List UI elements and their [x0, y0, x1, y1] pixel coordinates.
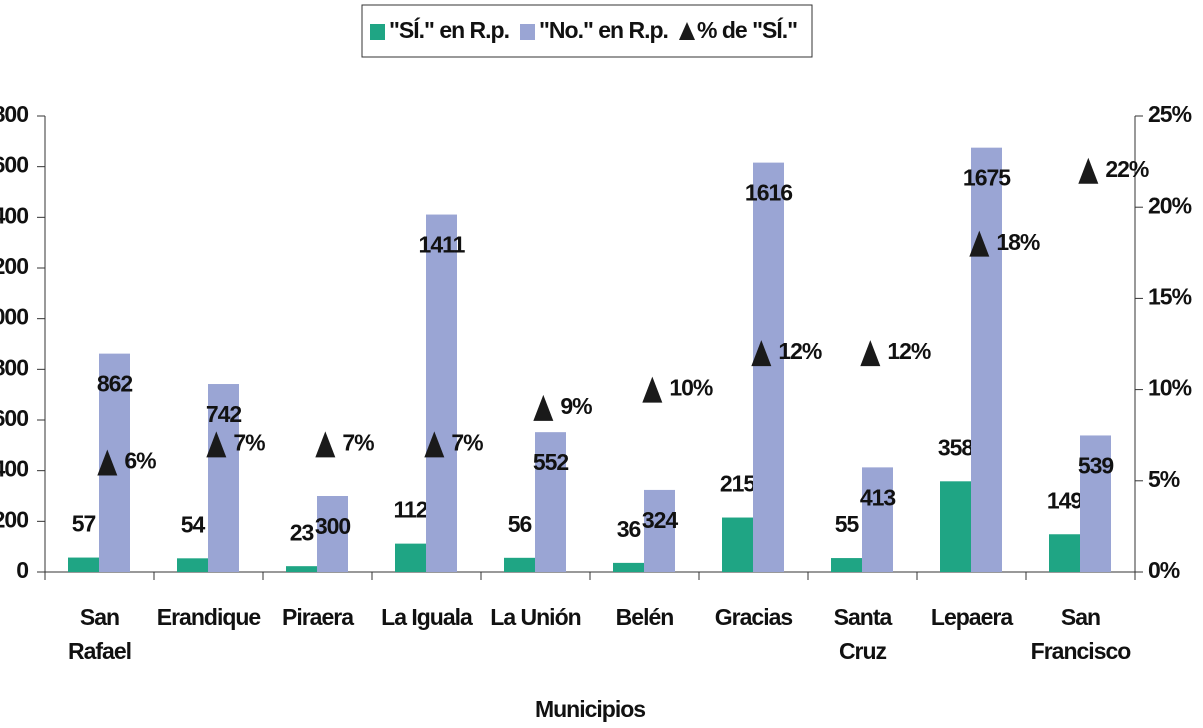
bar [644, 489, 675, 572]
y-tick-label: 0 [16, 557, 28, 583]
bar [862, 467, 893, 572]
bar [753, 162, 784, 572]
data-label: 1411 [419, 232, 466, 258]
legend-swatch [520, 24, 535, 40]
x-tick-label: San Rafael [67, 604, 132, 664]
data-label: 324 [642, 507, 679, 533]
bar [535, 432, 566, 572]
data-label: 56 [508, 511, 532, 537]
marker [642, 376, 663, 403]
x-tick-label: Santa Cruz [833, 604, 893, 664]
x-tick-label: La Unión [490, 604, 581, 630]
bar [940, 481, 971, 572]
y2-tick-label: 0% [1148, 557, 1180, 583]
marker-label: 7% [342, 429, 374, 455]
marker [969, 230, 990, 257]
data-label: 413 [860, 484, 896, 510]
data-label: 23 [290, 519, 314, 545]
marker-label: 7% [233, 429, 265, 455]
bar [613, 562, 644, 572]
bar [177, 558, 208, 572]
bar [317, 496, 348, 572]
x-tick-label: Erandique [156, 604, 261, 630]
bar [1080, 435, 1111, 572]
y-tick-label: 800 [0, 354, 28, 380]
x-axis-title: Municipios [535, 696, 645, 722]
y-tick-label: 200 [0, 506, 28, 532]
x-tick-label: Piraera [281, 604, 354, 630]
bar [971, 147, 1002, 572]
marker-label: 9% [560, 393, 592, 419]
y2-tick-label: 5% [1148, 466, 1180, 492]
data-label: 539 [1078, 453, 1114, 479]
marker [315, 431, 336, 458]
data-label: 1675 [963, 165, 1011, 191]
y-tick-label: 1800 [0, 101, 28, 127]
data-label: 300 [315, 513, 351, 539]
legend-swatch [370, 24, 385, 40]
data-label: 112 [393, 497, 427, 523]
x-tick-label: Belén [615, 604, 675, 630]
marker-label: 12% [778, 338, 822, 364]
y-tick-label: 1400 [0, 202, 28, 228]
data-label: 54 [181, 511, 206, 537]
y2-tick-label: 15% [1148, 283, 1192, 309]
x-tick-label: Gracias [714, 604, 793, 630]
bar [68, 557, 99, 572]
marker [97, 449, 118, 476]
x-tick-label: San Francisco [1030, 604, 1132, 664]
bar [1049, 534, 1080, 572]
marker-label: 6% [124, 448, 156, 474]
data-label: 215 [720, 471, 757, 497]
marker [1078, 157, 1099, 184]
y-tick-label: 400 [0, 456, 28, 482]
data-label: 862 [97, 371, 133, 397]
marker [533, 394, 554, 421]
data-label: 55 [835, 511, 860, 537]
data-label: 358 [938, 434, 975, 460]
x-tick-label: La Iguala [381, 604, 473, 630]
bar [504, 557, 535, 572]
data-label: 1616 [745, 180, 792, 206]
marker [751, 340, 772, 367]
legend-label: % de "SÍ." [697, 16, 797, 43]
y-tick-label: 1200 [0, 253, 28, 279]
y2-tick-label: 20% [1148, 192, 1192, 218]
y2-tick-label: 10% [1148, 375, 1192, 401]
marker-label: 7% [451, 429, 483, 455]
bar [831, 558, 862, 572]
marker [860, 340, 881, 367]
marker-label: 12% [887, 338, 931, 364]
data-label: 57 [72, 511, 96, 537]
legend-label: "SÍ." en R.p. [389, 16, 509, 43]
bar [208, 384, 239, 572]
y-tick-label: 600 [0, 405, 28, 431]
legend-swatch [679, 22, 695, 40]
marker-label: 10% [669, 375, 713, 401]
y-tick-label: 1600 [0, 152, 28, 178]
legend-label: "No." en R.p. [539, 17, 668, 43]
marker [206, 431, 227, 458]
legend-box [361, 4, 813, 58]
marker-label: 22% [1105, 156, 1149, 182]
data-label: 742 [206, 401, 242, 427]
y-tick-label: 1000 [0, 304, 28, 330]
bar [722, 517, 753, 572]
bar [286, 566, 317, 572]
x-tick-label: Lepaera [930, 604, 1013, 630]
marker-label: 18% [996, 229, 1040, 255]
marker [424, 431, 445, 458]
data-label: 36 [617, 516, 641, 542]
data-label: 552 [533, 449, 569, 475]
bar [395, 543, 426, 572]
y2-tick-label: 25% [1148, 101, 1192, 127]
data-label: 149 [1047, 487, 1083, 513]
bar [426, 214, 457, 572]
